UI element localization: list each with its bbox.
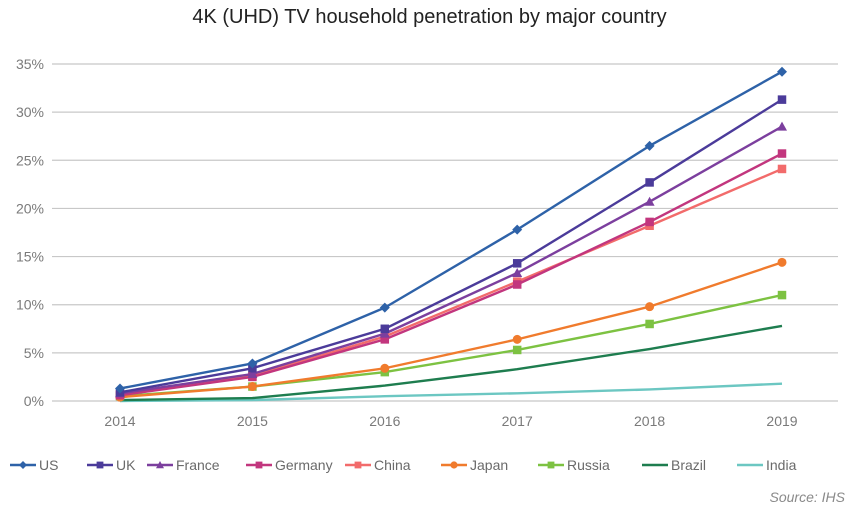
- legend-label: France: [176, 457, 220, 473]
- legend-item-germany: Germany: [246, 457, 333, 473]
- x-tick-label: 2014: [104, 413, 135, 429]
- series-russia: [115, 290, 787, 401]
- data-point: [380, 335, 390, 344]
- legend-marker: [450, 461, 458, 469]
- data-point: [777, 290, 787, 300]
- series-us: [115, 66, 787, 394]
- data-point: [645, 217, 654, 227]
- x-tick-label: 2018: [634, 413, 665, 429]
- data-point: [247, 358, 258, 369]
- legend: US UK France Germany China Japan Russia Brazil I…: [10, 457, 797, 473]
- data-point: [512, 280, 522, 289]
- y-tick-label: 25%: [16, 152, 44, 168]
- data-point: [645, 319, 654, 329]
- legend-label: Brazil: [671, 457, 706, 473]
- y-tick-label: 30%: [16, 104, 44, 120]
- data-point: [380, 324, 390, 334]
- legend-marker: [255, 461, 263, 469]
- chart-title: 4K (UHD) TV household penetration by maj…: [192, 6, 667, 28]
- legend-marker: [19, 461, 27, 469]
- series-china: [115, 164, 787, 399]
- data-point: [777, 95, 787, 104]
- source-note: Source: IHS: [769, 489, 845, 505]
- legend-label: US: [39, 457, 58, 473]
- y-tick-label: 35%: [16, 56, 44, 72]
- y-tick-label: 10%: [16, 297, 44, 313]
- legend-item-russia: Russia: [538, 457, 610, 473]
- legend-label: Japan: [470, 457, 508, 473]
- x-tick-label: 2016: [369, 413, 400, 429]
- x-tick-label: 2015: [237, 413, 268, 429]
- data-point: [644, 196, 655, 206]
- legend-item-us: US: [10, 457, 58, 473]
- series-line: [119, 70, 783, 390]
- data-point: [512, 345, 522, 355]
- data-point: [777, 121, 787, 131]
- series-line: [119, 324, 783, 402]
- data-point: [380, 363, 390, 373]
- legend-label: Germany: [275, 457, 333, 473]
- legend-label: Russia: [567, 457, 610, 473]
- data-point: [777, 66, 787, 77]
- legend-marker: [96, 461, 104, 469]
- data-point: [644, 140, 655, 151]
- legend-marker: [547, 461, 555, 469]
- data-point: [115, 383, 125, 394]
- y-tick-label: 0%: [24, 393, 44, 409]
- y-tick-label: 5%: [24, 345, 44, 361]
- series-india: [119, 382, 783, 403]
- legend-item-india: India: [737, 457, 797, 473]
- x-tick-label: 2017: [502, 413, 533, 429]
- data-point: [512, 267, 523, 277]
- series-line: [119, 261, 783, 399]
- legend-label: India: [766, 457, 797, 473]
- series-lines: [115, 66, 787, 403]
- data-point: [777, 149, 787, 158]
- data-point: [247, 369, 258, 379]
- legend-item-uk: UK: [87, 457, 136, 473]
- y-tick-label: 20%: [16, 200, 44, 216]
- legend-item-japan: Japan: [441, 457, 508, 473]
- data-point: [512, 224, 523, 235]
- legend-item-brazil: Brazil: [642, 457, 706, 473]
- legend-item-china: China: [345, 457, 411, 473]
- data-point: [645, 178, 654, 187]
- series-line: [119, 152, 783, 397]
- y-tick-label: 15%: [16, 249, 44, 265]
- data-point: [512, 334, 522, 344]
- data-point: [512, 259, 522, 268]
- y-axis: 0% 5% 10% 15% 20% 25% 30% 35%: [16, 56, 44, 409]
- data-point: [645, 302, 655, 312]
- data-point: [777, 257, 787, 267]
- x-tick-label: 2019: [766, 413, 797, 429]
- series-line: [119, 98, 783, 394]
- gridlines: [52, 63, 838, 402]
- x-axis: 2014 2015 2016 2017 2018 2019: [104, 413, 797, 429]
- legend-label: China: [374, 457, 411, 473]
- data-point: [379, 302, 390, 313]
- series-brazil: [119, 324, 783, 402]
- legend-item-france: France: [147, 457, 220, 473]
- legend-marker: [156, 461, 164, 469]
- data-point: [777, 164, 787, 174]
- series-line: [119, 125, 783, 395]
- data-point: [379, 328, 390, 338]
- data-point: [247, 382, 257, 392]
- legend-marker: [354, 461, 362, 469]
- legend-label: UK: [116, 457, 136, 473]
- series-france: [115, 121, 787, 398]
- series-japan: [115, 257, 787, 402]
- series-uk: [115, 95, 787, 397]
- series-line: [119, 382, 783, 403]
